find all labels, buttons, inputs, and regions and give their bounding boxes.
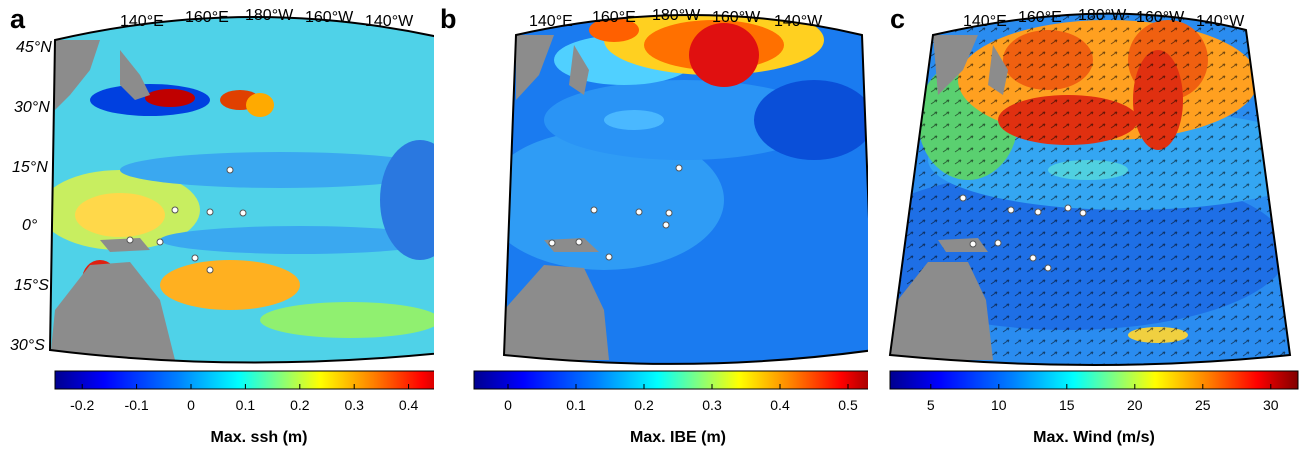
colorbar-tick-label: 0.2 bbox=[290, 397, 310, 413]
lon-label-140w: 140°W bbox=[774, 13, 823, 30]
colorbar-tick-label: -0.1 bbox=[125, 397, 149, 413]
map-ibe: b 140°E 160°E 180°W 160°W 140°W 0 0.1 0.2 0… bbox=[440, 4, 868, 446]
new-guinea-land bbox=[544, 238, 599, 252]
australia-land bbox=[50, 262, 175, 360]
colorbar-tick-label: 0.3 bbox=[344, 397, 364, 413]
island-markers bbox=[959, 194, 1087, 272]
colorbar-tick-label: 0.5 bbox=[838, 397, 858, 413]
colorbar-tick-label: 5 bbox=[927, 397, 935, 413]
colorbar-tick-label: 0.2 bbox=[634, 397, 654, 413]
colorbar-ticks: 5 10 15 20 25 30 bbox=[927, 384, 1279, 413]
panel-b: b 140°E 160°E 180°W 160°W 140°W 0 0.1 0.2 0… bbox=[434, 0, 868, 451]
panel-a: a 140°E 160°E 180°W 160°W 140°W 45°N 30°… bbox=[0, 0, 434, 451]
lon-label-160w: 160°W bbox=[712, 9, 761, 26]
asia-land bbox=[933, 35, 978, 95]
map-ssh: a 140°E 160°E 180°W 160°W 140°W 45°N 30°… bbox=[10, 4, 434, 446]
japan-land bbox=[120, 50, 150, 100]
colorbar bbox=[54, 370, 434, 390]
lat-label-30s: 30°S bbox=[10, 337, 45, 354]
panel-label: a bbox=[10, 4, 26, 34]
panel-c: c 140°E 160°E 180°W 160°W 140°W 5 10 15 20 2… bbox=[868, 0, 1302, 451]
colorbar-tick-label: 0.4 bbox=[770, 397, 790, 413]
asia-land bbox=[516, 35, 554, 100]
lon-label-160w: 160°W bbox=[1136, 9, 1185, 26]
lon-label-140w: 140°W bbox=[1196, 13, 1245, 30]
colorbar-tick-label: 15 bbox=[1059, 397, 1075, 413]
colorbar-tick-label: 30 bbox=[1263, 397, 1279, 413]
colorbar-tick-label: 0.1 bbox=[236, 397, 256, 413]
colorbar-title: Max. Wind (m/s) bbox=[1033, 429, 1155, 446]
japan-land bbox=[569, 45, 589, 95]
japan-land bbox=[988, 45, 1008, 95]
asia-land bbox=[55, 40, 100, 110]
lat-label-30n: 30°N bbox=[14, 99, 50, 116]
island-markers bbox=[126, 166, 247, 274]
island-markers bbox=[548, 164, 683, 261]
colorbar-ticks: 0 0.1 0.2 0.3 0.4 0.5 bbox=[504, 384, 858, 413]
new-guinea-land bbox=[100, 238, 150, 252]
ibe-field bbox=[504, 15, 868, 364]
map-frame bbox=[502, 14, 868, 365]
australia-land bbox=[504, 265, 609, 360]
colorbar-tick-label: 0.4 bbox=[399, 397, 419, 413]
lon-label-140e: 140°E bbox=[529, 13, 573, 30]
map-frame bbox=[888, 12, 1292, 366]
lon-label-180w: 180°W bbox=[245, 7, 294, 24]
lon-label-180w: 180°W bbox=[652, 7, 701, 24]
map-frame bbox=[48, 16, 434, 364]
australia-land bbox=[890, 262, 993, 360]
colorbar-tick-label: -0.2 bbox=[70, 397, 94, 413]
wind-field bbox=[890, 13, 1290, 366]
colorbar-tick-label: 0.1 bbox=[566, 397, 586, 413]
colorbar-tick-label: 25 bbox=[1195, 397, 1211, 413]
colorbar bbox=[473, 370, 868, 390]
lat-label-15s: 15°S bbox=[14, 277, 49, 294]
panel-label: c bbox=[890, 4, 905, 34]
lon-label-180w: 180°W bbox=[1078, 7, 1127, 24]
lon-label-140e: 140°E bbox=[120, 13, 164, 30]
lon-label-160w: 160°W bbox=[305, 9, 354, 26]
colorbar-tick-label: 0 bbox=[187, 397, 195, 413]
colorbar-tick-label: 10 bbox=[991, 397, 1007, 413]
lon-label-160e: 160°E bbox=[592, 9, 636, 26]
lon-label-140e: 140°E bbox=[963, 13, 1007, 30]
colorbar bbox=[889, 370, 1299, 390]
lat-label-45n: 45°N bbox=[16, 39, 52, 56]
new-guinea-land bbox=[938, 238, 988, 252]
colorbar-ticks: -0.2 -0.1 0 0.1 0.2 0.3 0.4 bbox=[70, 384, 419, 413]
colorbar-title: Max. ssh (m) bbox=[211, 429, 308, 446]
lon-label-160e: 160°E bbox=[1018, 9, 1062, 26]
colorbar-title: Max. IBE (m) bbox=[630, 429, 726, 446]
lon-label-140w: 140°W bbox=[365, 13, 414, 30]
colorbar-tick-label: 0 bbox=[504, 397, 512, 413]
panel-label: b bbox=[440, 4, 457, 34]
lat-label-15n: 15°N bbox=[12, 159, 48, 176]
colorbar-tick-label: 0.3 bbox=[702, 397, 722, 413]
colorbar-tick-label: 20 bbox=[1127, 397, 1143, 413]
map-wind: c 140°E 160°E 180°W 160°W 140°W 5 10 15 20 2… bbox=[888, 4, 1299, 446]
ssh-field bbox=[50, 16, 434, 363]
lon-label-160e: 160°E bbox=[185, 9, 229, 26]
lat-label-0: 0° bbox=[22, 217, 38, 234]
